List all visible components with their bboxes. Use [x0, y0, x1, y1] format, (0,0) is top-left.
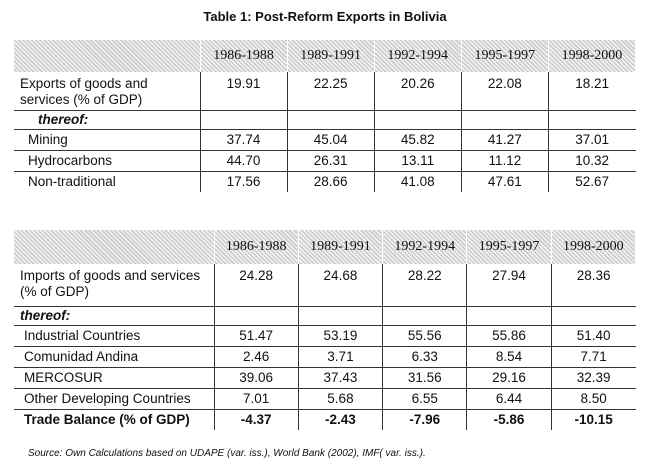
cell-value: 39.06 [213, 367, 299, 389]
cell-value: 51.47 [213, 325, 299, 347]
year-header: 1986-1988 [200, 40, 288, 72]
cell-value: 51.40 [550, 325, 636, 347]
row-label: Exports of goods and services (% of GDP) [14, 72, 200, 111]
cell-value: 55.86 [466, 325, 552, 347]
year-header: 1998-2000 [551, 230, 637, 264]
table-row: Other Developing Countries 7.01 5.68 6.5… [14, 388, 636, 410]
cell-value: 26.31 [286, 150, 375, 172]
cell-value: 52.67 [547, 171, 636, 192]
cell-value: 20.26 [373, 72, 462, 111]
row-label: Mining [14, 129, 200, 151]
cell-value: 28.22 [382, 264, 467, 307]
cell-value: 13.11 [373, 150, 462, 172]
cell-value: 8.54 [466, 346, 552, 368]
cell-value: 45.04 [286, 129, 375, 151]
exports-total-row: Exports of goods and services (% of GDP)… [14, 72, 636, 111]
cell-value: 19.91 [199, 72, 288, 111]
table-row: Hydrocarbons 44.70 26.31 13.11 11.12 10.… [14, 150, 636, 172]
table-row: Industrial Countries 51.47 53.19 55.56 5… [14, 325, 636, 347]
row-label: Hydrocarbons [14, 150, 200, 172]
table-row: Comunidad Andina 2.46 3.71 6.33 8.54 7.7… [14, 346, 636, 368]
cell-value: 22.25 [286, 72, 375, 111]
year-header: 1995-1997 [466, 230, 552, 264]
year-header: 1992-1994 [382, 230, 468, 264]
year-header: 1989-1991 [287, 40, 375, 72]
cell-value: 6.33 [382, 346, 467, 368]
row-label: Industrial Countries [14, 325, 214, 347]
cell-value: 7.01 [213, 388, 299, 410]
year-header: 1995-1997 [461, 40, 549, 72]
cell-value: 8.50 [550, 388, 636, 410]
cell-value: 18.21 [547, 72, 636, 111]
cell-value: 28.36 [550, 264, 636, 307]
cell-value: 2.46 [213, 346, 299, 368]
cell-value: 10.32 [547, 150, 636, 172]
cell-value: 17.56 [199, 171, 288, 192]
cell-value: 41.27 [460, 129, 549, 151]
thereof-row: thereof: [14, 306, 636, 326]
thereof-label: thereof: [14, 306, 214, 326]
cell-value: 55.56 [382, 325, 467, 347]
year-header: 1989-1991 [298, 230, 384, 264]
cell-value: 37.43 [297, 367, 383, 389]
cell-value: 22.08 [460, 72, 549, 111]
cell-value: 29.16 [466, 367, 552, 389]
cell-value: 6.44 [466, 388, 552, 410]
row-label: Other Developing Countries [14, 388, 214, 410]
cell-value: 37.01 [547, 129, 636, 151]
trade-balance-row: Trade Balance (% of GDP) -4.37 -2.43 -7.… [14, 409, 636, 430]
year-header: 1992-1994 [374, 40, 462, 72]
cell-value: 27.94 [466, 264, 552, 307]
cell-value: -4.37 [213, 409, 299, 430]
cell-value: 24.28 [213, 264, 299, 307]
cell-value: 24.68 [297, 264, 383, 307]
cell-value: 32.39 [550, 367, 636, 389]
row-label: Comunidad Andina [14, 346, 214, 368]
source-note: Source: Own Calculations based on UDAPE … [28, 448, 426, 459]
row-label: MERCOSUR [14, 367, 214, 389]
imports-table: 1986-1988 1989-1991 1992-1994 1995-1997 … [14, 230, 637, 430]
imports-total-row: Imports of goods and services (% of GDP)… [14, 264, 636, 307]
cell-value: 45.82 [373, 129, 462, 151]
table-row: MERCOSUR 39.06 37.43 31.56 29.16 32.39 [14, 367, 636, 389]
cell-value: -5.86 [466, 409, 552, 430]
thereof-label: thereof: [14, 110, 200, 130]
cell-value: 7.71 [550, 346, 636, 368]
cell-value: 41.08 [373, 171, 462, 192]
table-row: Mining 37.74 45.04 45.82 41.27 37.01 [14, 129, 636, 151]
header-blank-cell [14, 230, 215, 264]
cell-value: 11.12 [460, 150, 549, 172]
exports-header-row: 1986-1988 1989-1991 1992-1994 1995-1997 … [14, 40, 637, 72]
table-row: Non-traditional 17.56 28.66 41.08 47.61 … [14, 171, 636, 192]
header-blank-cell [14, 40, 201, 72]
cell-value: 37.74 [199, 129, 288, 151]
row-label: Trade Balance (% of GDP) [24, 412, 190, 427]
cell-value: -7.96 [382, 409, 467, 430]
cell-value: -2.43 [297, 409, 383, 430]
table-title: Table 1: Post-Reform Exports in Bolivia [203, 9, 447, 24]
cell-value: 53.19 [297, 325, 383, 347]
imports-header-row: 1986-1988 1989-1991 1992-1994 1995-1997 … [14, 230, 637, 264]
cell-value: 6.55 [382, 388, 467, 410]
row-label: Non-traditional [28, 174, 116, 189]
cell-value: 3.71 [297, 346, 383, 368]
cell-value: 47.61 [460, 171, 549, 192]
row-label: Imports of goods and services (% of GDP) [14, 264, 214, 307]
exports-table: 1986-1988 1989-1991 1992-1994 1995-1997 … [14, 40, 637, 192]
thereof-row: thereof: [14, 110, 636, 130]
cell-value: 44.70 [199, 150, 288, 172]
cell-value: 28.66 [286, 171, 375, 192]
cell-value: -10.15 [550, 409, 636, 430]
cell-value: 5.68 [297, 388, 383, 410]
cell-value: 31.56 [382, 367, 467, 389]
year-header: 1986-1988 [214, 230, 299, 264]
year-header: 1998-2000 [548, 40, 637, 72]
